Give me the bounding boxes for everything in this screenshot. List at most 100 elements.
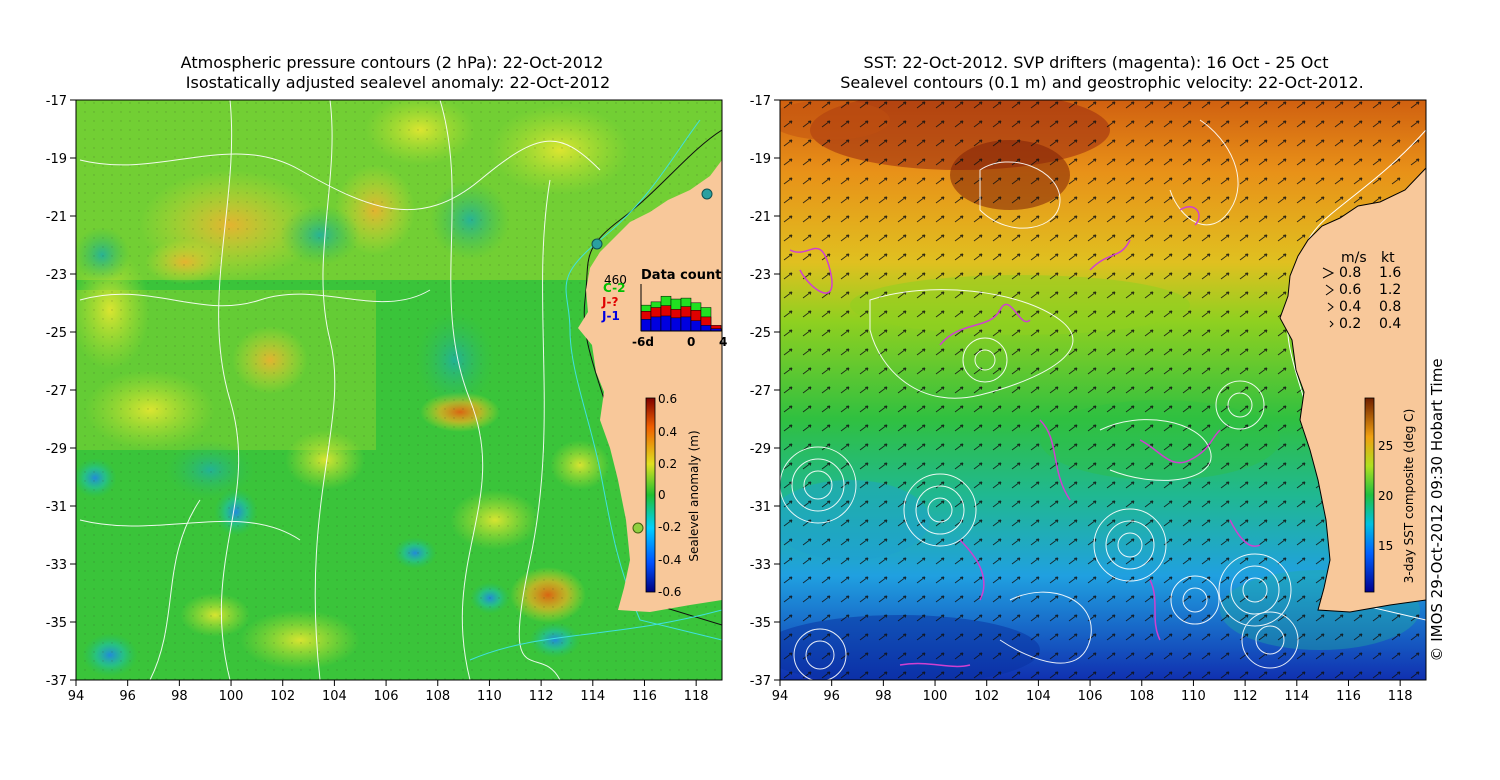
right-ytick--19: -19 [750, 152, 771, 167]
sla-tick-6: -0.6 [658, 585, 681, 599]
sla-tick-5: -0.4 [658, 553, 681, 567]
velocity-row-0-ms: 0.8 [1339, 265, 1361, 281]
right-ytick--35: -35 [750, 616, 771, 631]
velocity-legend: m/s kt 0.8 1.6 0.6 1.2 0.4 0.8 0.2 0.4 [1322, 250, 1401, 332]
sla-tick-1: 0.4 [658, 425, 677, 439]
sst-colorbar: 25 20 15 3-day SST composite (deg C) [1364, 397, 1416, 593]
right-ytick--23: -23 [750, 268, 771, 283]
count-bar-0-blue [640, 319, 652, 332]
sla-tick-4: -0.2 [658, 520, 681, 534]
right-xtick-100: 100 [923, 689, 948, 704]
velocity-row-3-ms: 0.2 [1339, 316, 1361, 332]
sst-tick-15: 15 [1378, 539, 1393, 553]
right-xtick-104: 104 [1026, 689, 1051, 704]
left-xtick-100: 100 [219, 689, 244, 704]
left-ytick--27: -27 [46, 384, 67, 399]
left-xtick-118: 118 [684, 689, 709, 704]
sla-tick-0: 0.6 [658, 392, 677, 406]
right-xtick-98: 98 [875, 689, 892, 704]
left-ytick--21: -21 [46, 210, 67, 225]
right-ytick--25: -25 [750, 326, 771, 341]
right-xtick-116: 116 [1336, 689, 1361, 704]
legend-j1: J-1 [601, 309, 620, 323]
copyright-notice: © IMOS 29-Oct-2012 09:30 Hobart Time [1428, 358, 1446, 661]
velocity-row-3-kt: 0.4 [1379, 316, 1401, 332]
velocity-row-1-ms: 0.6 [1339, 282, 1361, 298]
left-ytick--33: -33 [46, 558, 67, 573]
left-xtick-94: 94 [68, 689, 85, 704]
right-xtick-102: 102 [974, 689, 999, 704]
sst-tick-20: 20 [1378, 489, 1393, 503]
count-bar-6-blue [700, 325, 712, 332]
map-axes: 94 96 98 100 102 104 106 108 110 112 114 116 118 -17 -… [46, 94, 1413, 704]
data-count-inset: Data count 460 C-2 J-? J-1 -6d 0 4 [601, 268, 727, 349]
data-count-title: Data count [641, 268, 721, 283]
sla-tick-3: 0 [658, 488, 666, 502]
right-xtick-110: 110 [1181, 689, 1206, 704]
count-bar-1-blue [650, 316, 662, 332]
velocity-header-kt: kt [1381, 250, 1395, 266]
left-xtick-96: 96 [119, 689, 136, 704]
count-bar-4-blue [680, 316, 692, 332]
right-ytick--21: -21 [750, 210, 771, 225]
count-bar-5-blue [690, 320, 702, 332]
count-xtick-zero: 0 [687, 335, 695, 349]
left-ytick--23: -23 [46, 268, 67, 283]
sla-colorbar-label: Sealevel anomaly (m) [687, 430, 701, 561]
velocity-header-ms: m/s [1341, 250, 1367, 266]
left-xtick-116: 116 [632, 689, 657, 704]
right-ytick--37: -37 [750, 674, 771, 689]
left-ytick--31: -31 [46, 500, 67, 515]
sealevel-anomaly-field [76, 100, 722, 680]
left-ytick--19: -19 [46, 152, 67, 167]
right-ytick--27: -27 [750, 384, 771, 399]
velocity-row-2-ms: 0.4 [1339, 299, 1361, 315]
velocity-row-2-kt: 0.8 [1379, 299, 1401, 315]
left-xtick-104: 104 [322, 689, 347, 704]
right-xtick-106: 106 [1078, 689, 1103, 704]
left-ytick--35: -35 [46, 616, 67, 631]
velocity-row-0-kt: 1.6 [1379, 265, 1401, 281]
right-title-line2: Sealevel contours (0.1 m) and geostrophi… [840, 73, 1363, 92]
velocity-row-1-kt: 1.2 [1379, 282, 1401, 298]
left-xtick-106: 106 [374, 689, 399, 704]
right-xtick-108: 108 [1129, 689, 1154, 704]
right-map-panel: SST: 22-Oct-2012. SVP drifters (magenta)… [779, 53, 1427, 681]
legend-c2: C-2 [603, 281, 625, 295]
australia-landmass [578, 160, 722, 612]
right-xtick-118: 118 [1388, 689, 1413, 704]
legend-jq: J-? [601, 295, 618, 309]
left-title-line2: Isostatically adjusted sealevel anomaly:… [186, 73, 610, 92]
right-ytick--17: -17 [750, 94, 771, 109]
sst-tick-25: 25 [1378, 439, 1393, 453]
right-ytick--29: -29 [750, 442, 771, 457]
left-ytick--29: -29 [46, 442, 67, 457]
right-ytick--33: -33 [750, 558, 771, 573]
left-ytick--17: -17 [46, 94, 67, 109]
right-xtick-96: 96 [823, 689, 840, 704]
left-xtick-114: 114 [580, 689, 605, 704]
count-xtick-start: -6d [632, 335, 654, 349]
left-map-panel: Atmospheric pressure contours (2 hPa): 2… [75, 53, 727, 681]
sst-colorbar-label: 3-day SST composite (deg C) [1402, 409, 1416, 583]
left-xtick-108: 108 [425, 689, 450, 704]
count-bar-3-blue [670, 317, 682, 332]
left-title-line1: Atmospheric pressure contours (2 hPa): 2… [181, 53, 604, 72]
sst-field [780, 100, 1426, 680]
count-bar-2-blue [660, 315, 672, 332]
count-xtick-end: 4 [719, 335, 727, 349]
left-xtick-98: 98 [171, 689, 188, 704]
left-ytick--37: -37 [46, 674, 67, 689]
right-ytick--31: -31 [750, 500, 771, 515]
right-xtick-94: 94 [772, 689, 789, 704]
data-count-total: 460 [604, 273, 627, 287]
right-xtick-114: 114 [1284, 689, 1309, 704]
left-xtick-102: 102 [270, 689, 295, 704]
australia-landmass-sst [1279, 167, 1426, 613]
sla-tick-2: 0.2 [658, 457, 677, 471]
left-ytick--25: -25 [46, 326, 67, 341]
right-xtick-112: 112 [1233, 689, 1258, 704]
sealevel-colorbar: 0.6 0.4 0.2 0 -0.2 -0.4 -0.6 Sealevel an… [645, 392, 701, 599]
right-title-line1: SST: 22-Oct-2012. SVP drifters (magenta)… [864, 53, 1329, 72]
